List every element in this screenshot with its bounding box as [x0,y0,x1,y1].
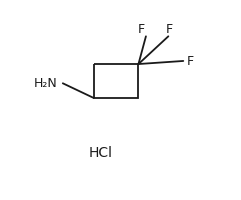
Text: H₂N: H₂N [34,77,58,90]
Text: F: F [186,55,193,68]
Text: F: F [166,23,173,36]
Text: HCl: HCl [89,146,113,160]
Text: F: F [138,23,145,36]
